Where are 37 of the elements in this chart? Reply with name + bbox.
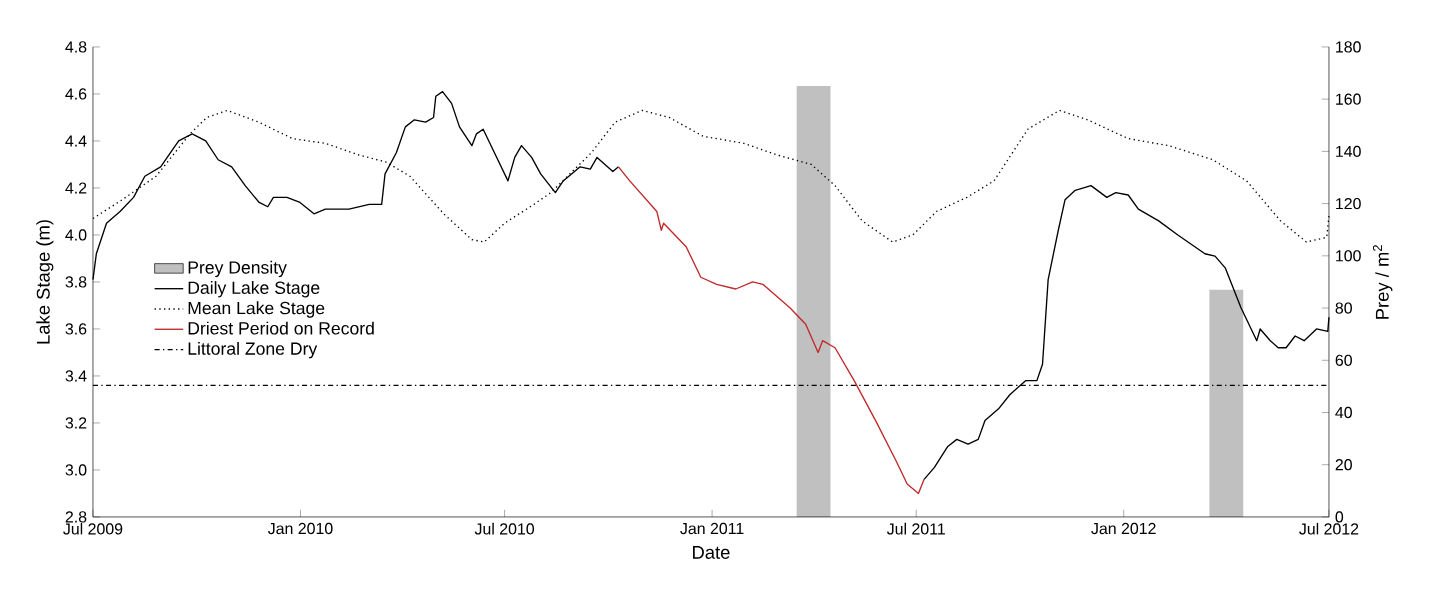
y-tick-label: 4.4 bbox=[65, 135, 87, 147]
y-tick-label: 3.2 bbox=[65, 417, 87, 429]
x-axis-title: Date bbox=[693, 546, 730, 559]
legend-label: Prey Density bbox=[188, 260, 287, 278]
x-tick-label: Jul 2009 bbox=[63, 522, 123, 535]
y2-tick-label: 140 bbox=[1336, 145, 1361, 158]
legend-label: Littoral Zone Dry bbox=[188, 341, 318, 359]
y2-tick-label: 40 bbox=[1335, 406, 1352, 419]
legend-label: Mean Lake Stage bbox=[188, 301, 325, 318]
y2-tick-label: 180 bbox=[1336, 41, 1361, 53]
y-tick-label: 3.8 bbox=[65, 276, 87, 288]
y2-tick-label: 160 bbox=[1336, 93, 1361, 105]
legend-label: Daily Lake Stage bbox=[188, 281, 320, 298]
y-tick-label: 4.2 bbox=[65, 182, 87, 194]
y2-tick-label: 80 bbox=[1335, 302, 1352, 314]
legend-label: Driest Period on Record bbox=[188, 321, 374, 335]
y2-tick-label: 0 bbox=[1335, 511, 1344, 523]
x-tick-label: Jul 2011 bbox=[886, 522, 945, 535]
y2-tick-label: 20 bbox=[1335, 459, 1352, 471]
y2-tick-label: 100 bbox=[1336, 250, 1361, 262]
y-tick-label: 4.6 bbox=[65, 88, 87, 100]
y2-axis-title: Prey / m$^{2}$ bbox=[1372, 245, 1393, 319]
y-tick-label: 3.0 bbox=[65, 464, 87, 476]
y-axis-title: Lake Stage (m) bbox=[36, 220, 54, 344]
line-series bbox=[617, 166, 925, 495]
x-tick-label: Jul 2010 bbox=[474, 522, 535, 535]
x-tick-label: Jan 2012 bbox=[1091, 522, 1156, 535]
x-tick-label: Jul 2012 bbox=[1299, 522, 1359, 535]
y2-tick-label: 120 bbox=[1336, 198, 1361, 210]
y-tick-label: 3.4 bbox=[65, 370, 87, 382]
y-tick-label: 2.8 bbox=[65, 511, 87, 523]
x-tick-label: Jan 2011 bbox=[680, 522, 744, 535]
y-tick-label: 4.8 bbox=[65, 41, 87, 53]
y-tick-label: 3.6 bbox=[65, 323, 87, 335]
x-tick-label: Jan 2010 bbox=[267, 522, 333, 535]
y-tick-label: 4.0 bbox=[65, 229, 87, 241]
y2-tick-label: 60 bbox=[1335, 354, 1352, 366]
